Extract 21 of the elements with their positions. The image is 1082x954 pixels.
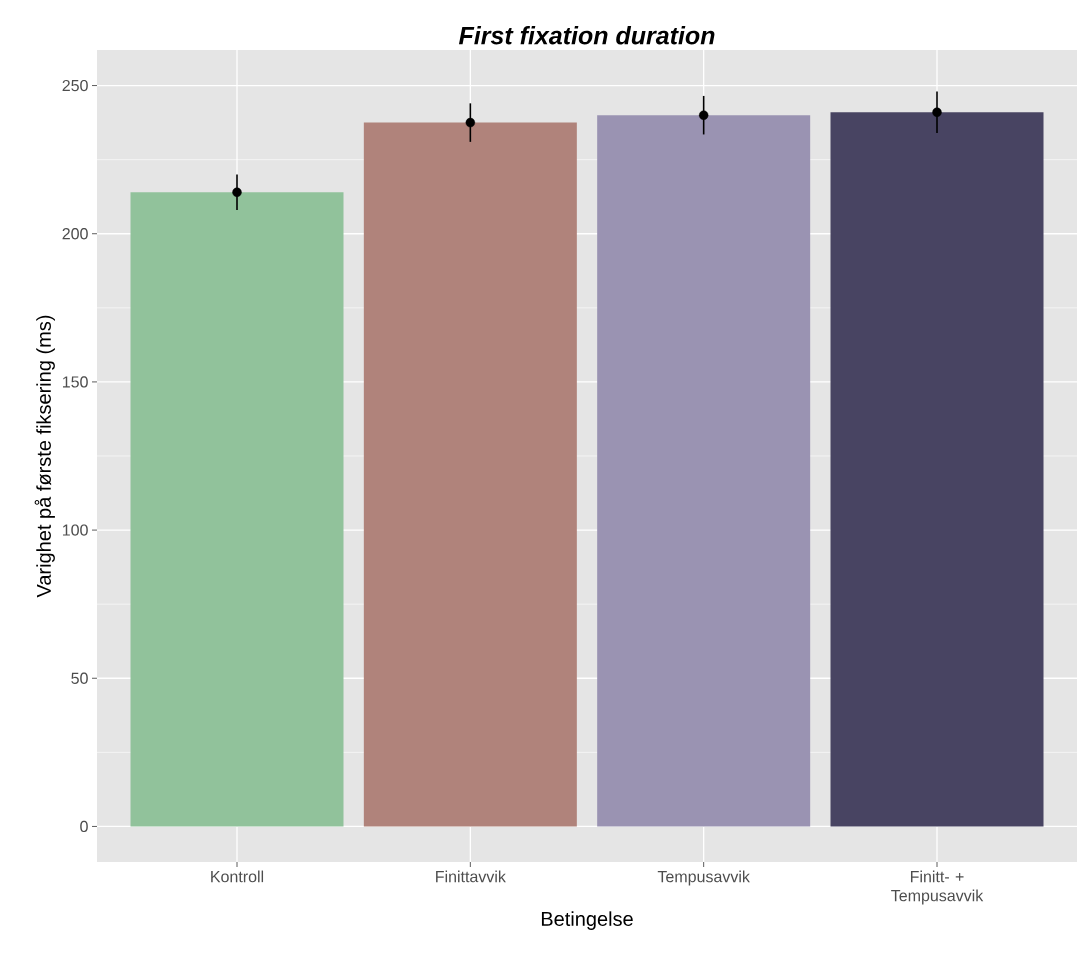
x-axis-title: Betingelse (541, 911, 633, 930)
x-tick-label: Kontroll (211, 870, 264, 883)
bar (597, 115, 811, 827)
bar (130, 192, 344, 827)
y-tick-label: 50 (71, 672, 88, 684)
point (232, 187, 242, 197)
y-tick-label: 200 (62, 228, 88, 240)
chart-title: First fixation duration (458, 26, 715, 45)
x-tick-label: Tempusavvik (657, 870, 750, 886)
x-tick-label: Finitt- + Tempusavvik (891, 870, 984, 905)
bar (830, 112, 1044, 827)
bar (363, 122, 577, 827)
y-tick-label: 150 (63, 376, 88, 388)
y-tick-label: 100 (63, 524, 88, 536)
y-axis-title: Varighet på første fiksering (ms) (34, 315, 55, 598)
y-tick-label: 250 (62, 79, 88, 92)
point (698, 110, 709, 120)
point (465, 117, 476, 128)
x-tick-label: Finittavvik (436, 870, 506, 883)
y-tick-label: 0 (80, 820, 88, 833)
point (932, 107, 942, 117)
